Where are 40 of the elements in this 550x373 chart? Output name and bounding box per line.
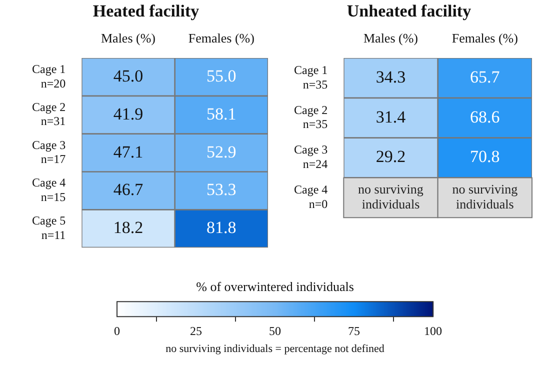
y-tick-label: Cage 1 n=35 (294, 62, 328, 92)
data-label: 18.2 (113, 218, 144, 238)
y-tick-label: Cage 4 n=0 (294, 182, 328, 212)
text: no surviving individuals = percentage not defined (164, 343, 386, 355)
data-label: 70.8 (470, 147, 500, 166)
data-label: 55.0 (206, 66, 236, 86)
data-label: 52.9 (206, 142, 236, 162)
y-tick-label: Cage 3 n=17 (32, 138, 66, 166)
y-tick-label: Cage 2 n=35 (294, 102, 328, 132)
data-label: 31.4 (376, 107, 406, 126)
chart-title: Heated facility (92, 2, 200, 21)
color-bar-label: 100 (424, 324, 442, 338)
y-tick-label: Cage 2 n=31 (32, 100, 66, 128)
color-bar-label: 25 (190, 324, 202, 338)
chart-title: Unheated facility (346, 2, 472, 21)
y-tick-label: Cage 4 n=15 (32, 176, 66, 204)
y-tick-label: Cage 5 n=11 (32, 214, 66, 242)
data-label: 46.7 (113, 180, 144, 200)
color-bar-title: % of overwintered individuals (196, 279, 354, 294)
data-label: 68.6 (470, 107, 500, 126)
x-tick-label: Females (%) (188, 30, 254, 46)
text: no surviving individuals (452, 182, 518, 212)
x-tick-label: Males (%) (100, 30, 156, 46)
data-label: 41.9 (113, 104, 144, 124)
data-label: 29.2 (376, 147, 406, 166)
data-label: 58.1 (206, 104, 236, 124)
text: no surviving individuals (358, 182, 424, 212)
data-label: 53.3 (206, 180, 236, 200)
data-label: 45.0 (113, 66, 144, 86)
color-bar-label: 75 (348, 324, 360, 338)
color-bar-label: 0 (114, 324, 120, 338)
y-tick-label: Cage 3 n=24 (294, 142, 328, 172)
data-label: 81.8 (206, 218, 236, 238)
color-bar-label: 50 (269, 324, 281, 338)
x-tick-label: Males (%) (363, 30, 418, 46)
y-tick-label: Cage 1 n=20 (32, 62, 66, 90)
x-tick-label: Females (%) (452, 30, 518, 46)
data-label: 47.1 (113, 142, 144, 162)
data-label: 34.3 (376, 67, 406, 86)
data-label: 65.7 (470, 67, 500, 86)
